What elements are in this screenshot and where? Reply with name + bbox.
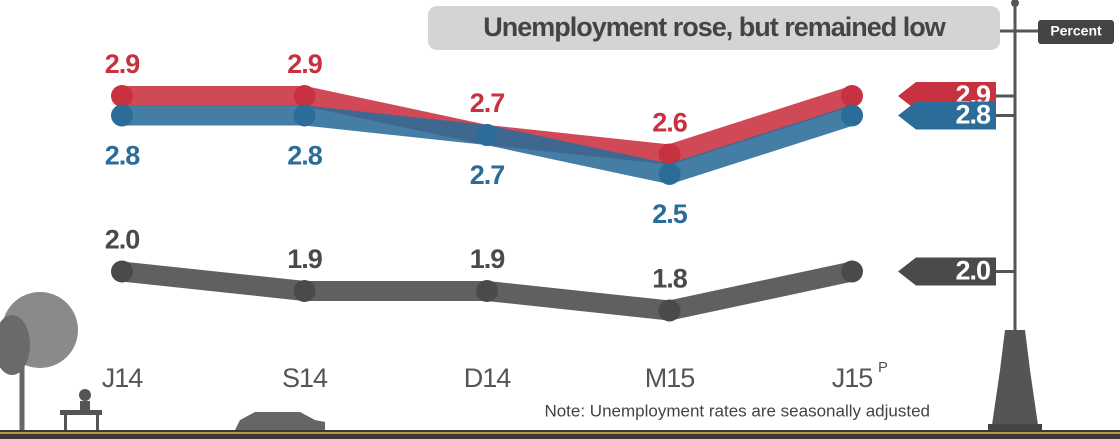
point	[841, 105, 863, 127]
point	[659, 163, 681, 185]
point	[111, 105, 133, 127]
point	[294, 105, 316, 127]
point	[111, 85, 133, 107]
data-label: 1.8	[652, 264, 688, 294]
sign-label: 2.0	[955, 256, 990, 286]
point	[841, 85, 863, 107]
point	[659, 300, 681, 322]
data-label: 2.8	[105, 141, 141, 171]
data-label: 1.9	[287, 244, 323, 274]
point	[294, 280, 316, 302]
data-label: 2.8	[287, 141, 323, 171]
data-label: 2.9	[287, 49, 323, 79]
point	[111, 261, 133, 283]
data-label: 2.6	[652, 108, 688, 138]
chart: Unemployment rose, but remained low Perc…	[0, 0, 1120, 439]
x-tick-label: S14	[282, 363, 328, 393]
x-tick-label: J15	[832, 363, 873, 393]
sign-label: 2.8	[955, 100, 991, 130]
data-label: 2.9	[105, 49, 141, 79]
x-tick-label: D14	[464, 363, 512, 393]
data-label: 2.5	[652, 199, 688, 229]
category-superscript: P	[878, 359, 888, 376]
scenery	[0, 0, 1120, 439]
sign: 2.8	[898, 100, 1014, 130]
data-label: 2.7	[470, 160, 505, 190]
point	[476, 124, 498, 146]
note: Note: Unemployment rates are seasonally …	[544, 401, 930, 420]
sign: 2.0	[898, 256, 1014, 286]
data-label: 2.0	[105, 225, 140, 255]
point	[476, 280, 498, 302]
unit-label: Percent	[1050, 23, 1102, 39]
x-tick-label: M15	[645, 363, 695, 393]
page: {"chart_data": {"type": "line", "title":…	[0, 0, 1120, 439]
data-label: 2.7	[470, 88, 505, 118]
x-tick-label: J14	[102, 363, 144, 393]
data-label: 1.9	[470, 244, 506, 274]
point	[294, 85, 316, 107]
chart-title: Unemployment rose, but remained low	[483, 12, 947, 42]
point	[841, 261, 863, 283]
